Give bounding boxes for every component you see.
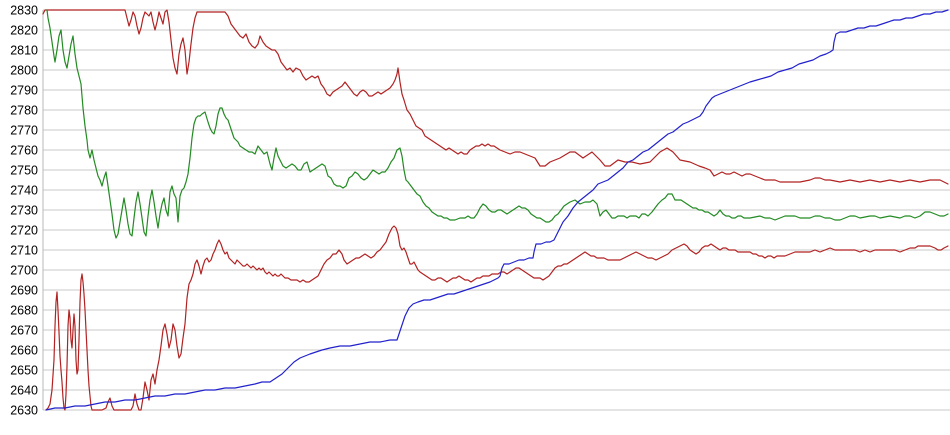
y-axis-tick-label: 2760 [10, 144, 38, 158]
y-axis-tick-label: 2740 [10, 184, 38, 198]
y-axis-tick-label: 2800 [10, 64, 38, 78]
y-axis-tick-label: 2700 [10, 264, 38, 278]
y-axis-tick-label: 2720 [10, 224, 38, 238]
y-axis-tick-label: 2690 [10, 284, 38, 298]
series-blue-line [45, 9, 949, 411]
y-axis-tick-label: 2770 [10, 124, 38, 138]
y-axis-tick-label: 2680 [10, 304, 38, 318]
y-axis-tick-label: 2790 [10, 84, 38, 98]
series-lower-red-line [45, 225, 949, 411]
y-axis-tick-label: 2730 [10, 204, 38, 218]
y-axis-tick-label: 2660 [10, 344, 38, 358]
series-green-line [46, 9, 949, 239]
y-axis-tick-label: 2750 [10, 164, 38, 178]
y-axis-tick-label: 2630 [10, 404, 38, 418]
y-axis-tick-label: 2830 [10, 4, 38, 18]
y-axis-tick-label: 2710 [10, 244, 38, 258]
y-axis-tick-label: 2650 [10, 364, 38, 378]
y-axis-tick-label: 2820 [10, 24, 38, 38]
y-axis-tick-label: 2640 [10, 384, 38, 398]
y-axis-tick-label: 2670 [10, 324, 38, 338]
y-axis-tick-label: 2780 [10, 104, 38, 118]
y-axis-tick-label: 2810 [10, 44, 38, 58]
series-upper-red-line [42, 9, 949, 185]
